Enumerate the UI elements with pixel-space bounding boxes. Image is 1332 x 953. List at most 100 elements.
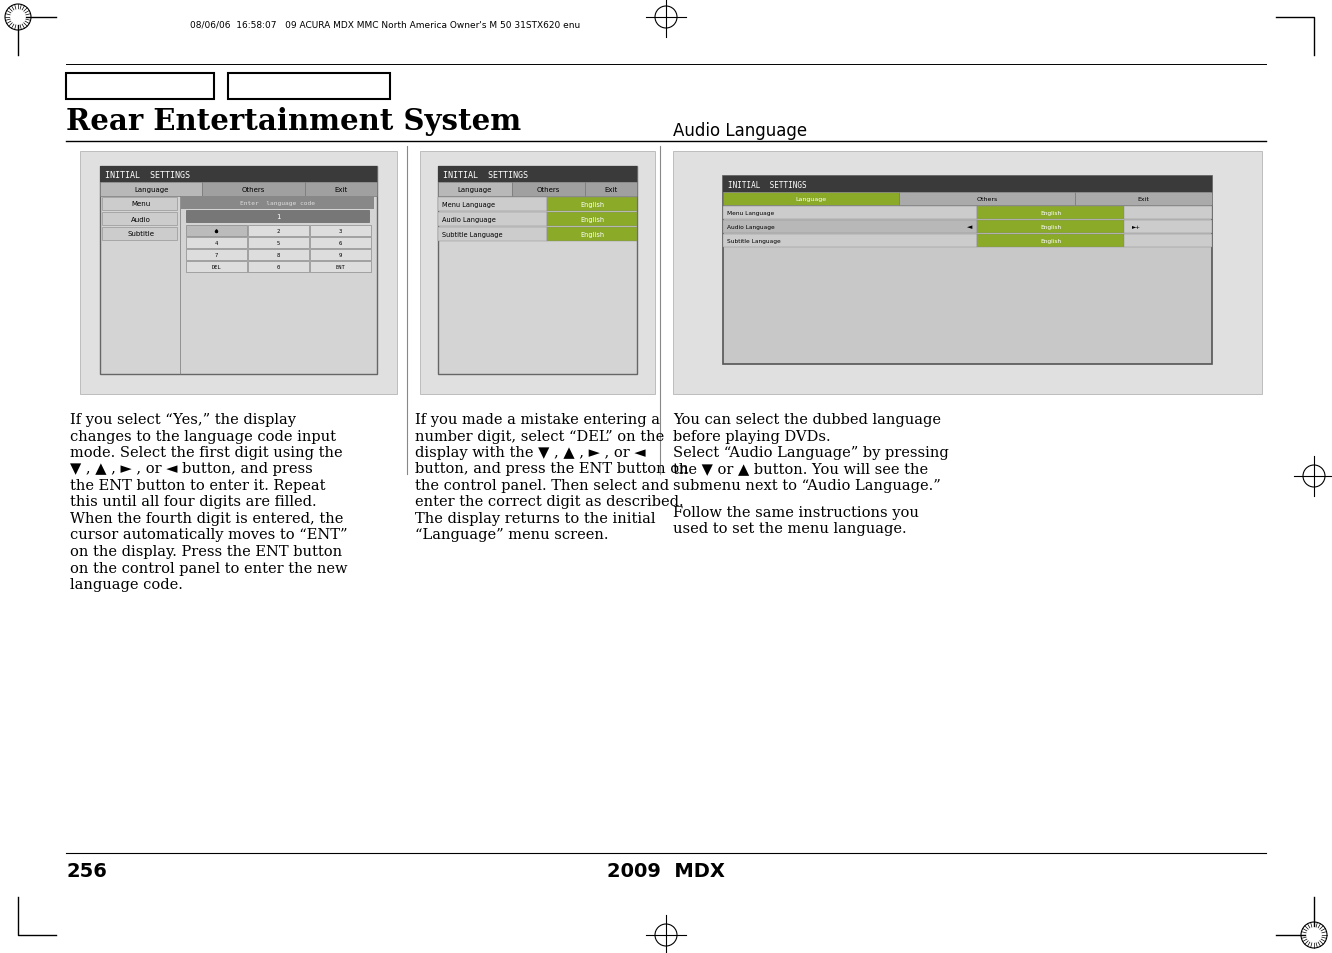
Bar bbox=[438, 213, 547, 227]
Bar bbox=[100, 167, 377, 183]
Circle shape bbox=[1307, 928, 1321, 943]
Text: Subtitle Language: Subtitle Language bbox=[727, 239, 781, 244]
Text: 9: 9 bbox=[338, 253, 342, 257]
Text: English: English bbox=[1040, 211, 1062, 215]
Text: Exit: Exit bbox=[605, 187, 618, 193]
Text: submenu next to “Audio Language.”: submenu next to “Audio Language.” bbox=[673, 478, 940, 493]
Text: Audio Language: Audio Language bbox=[442, 216, 496, 223]
Text: cursor automatically moves to “ENT”: cursor automatically moves to “ENT” bbox=[71, 528, 348, 542]
Bar bbox=[723, 234, 978, 248]
Text: Others: Others bbox=[537, 187, 561, 193]
Text: changes to the language code input: changes to the language code input bbox=[71, 429, 336, 443]
Bar bbox=[310, 250, 372, 261]
Bar bbox=[185, 250, 246, 261]
Text: 4: 4 bbox=[214, 241, 217, 246]
Bar bbox=[310, 262, 372, 273]
Text: Language: Language bbox=[135, 187, 168, 193]
Bar bbox=[547, 198, 637, 212]
Text: the ENT button to enter it. Repeat: the ENT button to enter it. Repeat bbox=[71, 478, 325, 493]
Text: Select “Audio Language” by pressing: Select “Audio Language” by pressing bbox=[673, 446, 948, 459]
Text: Menu: Menu bbox=[131, 201, 151, 208]
Text: the control panel. Then select and: the control panel. Then select and bbox=[416, 478, 669, 493]
Bar bbox=[438, 167, 637, 375]
Text: Audio Language: Audio Language bbox=[727, 225, 775, 230]
Bar bbox=[103, 228, 177, 241]
Bar bbox=[1124, 207, 1212, 220]
Bar bbox=[185, 226, 246, 236]
Bar bbox=[185, 211, 369, 223]
Text: If you made a mistake entering a: If you made a mistake entering a bbox=[416, 413, 659, 427]
Bar bbox=[248, 262, 309, 273]
Bar bbox=[67, 74, 214, 100]
Text: “Language” menu screen.: “Language” menu screen. bbox=[416, 528, 609, 542]
Text: English: English bbox=[581, 216, 605, 223]
Bar bbox=[100, 167, 377, 375]
Text: INITIAL  SETTINGS: INITIAL SETTINGS bbox=[729, 180, 807, 190]
Text: Menu Language: Menu Language bbox=[727, 211, 774, 215]
Text: 0: 0 bbox=[277, 265, 280, 270]
Text: 2009  MDX: 2009 MDX bbox=[607, 862, 725, 880]
Text: enter the correct digit as described.: enter the correct digit as described. bbox=[416, 495, 683, 509]
Text: ►+: ►+ bbox=[1132, 225, 1142, 230]
Bar bbox=[1124, 221, 1212, 233]
Bar bbox=[248, 237, 309, 249]
Text: 5: 5 bbox=[277, 241, 280, 246]
Text: button, and press the ENT button on: button, and press the ENT button on bbox=[416, 462, 689, 476]
Text: INITIAL  SETTINGS: INITIAL SETTINGS bbox=[105, 171, 190, 179]
Text: language code.: language code. bbox=[71, 578, 182, 592]
Text: 6: 6 bbox=[338, 241, 342, 246]
Bar bbox=[1075, 193, 1212, 206]
Text: ENT: ENT bbox=[336, 265, 345, 270]
Bar bbox=[438, 198, 547, 212]
Text: the ▼ or ▲ button. You will see the: the ▼ or ▲ button. You will see the bbox=[673, 462, 928, 476]
Text: Exit: Exit bbox=[334, 187, 348, 193]
Bar bbox=[100, 183, 202, 196]
Text: ◄: ◄ bbox=[967, 224, 972, 231]
Text: Language: Language bbox=[458, 187, 492, 193]
Text: 8: 8 bbox=[277, 253, 280, 257]
Text: English: English bbox=[581, 202, 605, 208]
Text: Subtitle: Subtitle bbox=[128, 232, 155, 237]
Text: 2: 2 bbox=[277, 229, 280, 233]
Text: before playing DVDs.: before playing DVDs. bbox=[673, 429, 831, 443]
Circle shape bbox=[11, 10, 25, 25]
Bar bbox=[547, 228, 637, 242]
Bar bbox=[310, 226, 372, 236]
Text: 1: 1 bbox=[214, 229, 217, 233]
Bar bbox=[248, 226, 309, 236]
Text: Language: Language bbox=[795, 196, 827, 202]
Text: on the display. Press the ENT button: on the display. Press the ENT button bbox=[71, 544, 342, 558]
Text: 256: 256 bbox=[67, 862, 107, 880]
Text: Audio Language: Audio Language bbox=[673, 122, 807, 140]
Bar bbox=[899, 193, 1075, 206]
Bar bbox=[181, 196, 374, 210]
Bar bbox=[723, 221, 978, 233]
Bar bbox=[438, 167, 637, 183]
Text: Rear Entertainment System: Rear Entertainment System bbox=[67, 107, 521, 136]
Text: ▼ , ▲ , ► , or ◄ button, and press: ▼ , ▲ , ► , or ◄ button, and press bbox=[71, 462, 313, 476]
Text: When the fourth digit is entered, the: When the fourth digit is entered, the bbox=[71, 512, 344, 525]
Text: Subtitle Language: Subtitle Language bbox=[442, 232, 502, 237]
Bar bbox=[978, 207, 1124, 220]
Bar bbox=[723, 177, 1212, 193]
Bar bbox=[248, 250, 309, 261]
Text: this until all four digits are filled.: this until all four digits are filled. bbox=[71, 495, 317, 509]
Bar bbox=[723, 177, 1212, 365]
Text: English: English bbox=[1040, 225, 1062, 230]
Text: Menu Language: Menu Language bbox=[442, 202, 496, 208]
Bar bbox=[723, 207, 978, 220]
Text: English: English bbox=[581, 232, 605, 237]
Bar bbox=[80, 152, 397, 395]
Text: The display returns to the initial: The display returns to the initial bbox=[416, 512, 655, 525]
Text: on the control panel to enter the new: on the control panel to enter the new bbox=[71, 561, 348, 575]
Bar bbox=[185, 262, 246, 273]
Text: Enter  language code: Enter language code bbox=[240, 201, 314, 206]
Text: 08/06/06  16:58:07   09 ACURA MDX MMC North America Owner's M 50 31STX620 enu: 08/06/06 16:58:07 09 ACURA MDX MMC North… bbox=[190, 20, 581, 29]
Bar bbox=[103, 198, 177, 211]
Text: 1: 1 bbox=[276, 213, 281, 220]
Bar bbox=[978, 221, 1124, 233]
Bar bbox=[438, 183, 511, 196]
Text: DEL: DEL bbox=[212, 265, 221, 270]
Text: INITIAL  SETTINGS: INITIAL SETTINGS bbox=[444, 171, 527, 179]
Text: 7: 7 bbox=[214, 253, 217, 257]
